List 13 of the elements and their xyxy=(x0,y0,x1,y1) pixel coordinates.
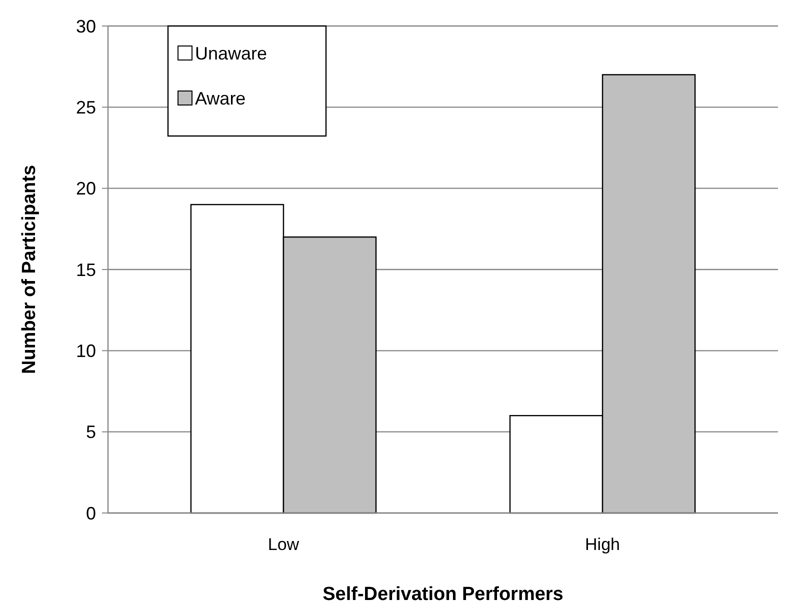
y-tick-label: 20 xyxy=(76,178,96,199)
legend-label: Aware xyxy=(195,88,246,108)
y-tick-label: 30 xyxy=(76,16,96,36)
y-tick-label: 15 xyxy=(76,260,96,280)
x-tick-label: Low xyxy=(268,535,300,554)
y-tick-label: 25 xyxy=(76,97,96,118)
y-axis-title: Number of Participants xyxy=(19,164,40,374)
y-tick-label: 10 xyxy=(76,340,96,361)
y-tick-label: 0 xyxy=(86,503,96,524)
y-tick-label: 5 xyxy=(86,422,96,442)
x-tick-label: High xyxy=(585,535,620,554)
x-axis-title: Self-Derivation Performers xyxy=(322,584,564,605)
legend-label: Unaware xyxy=(195,43,268,64)
